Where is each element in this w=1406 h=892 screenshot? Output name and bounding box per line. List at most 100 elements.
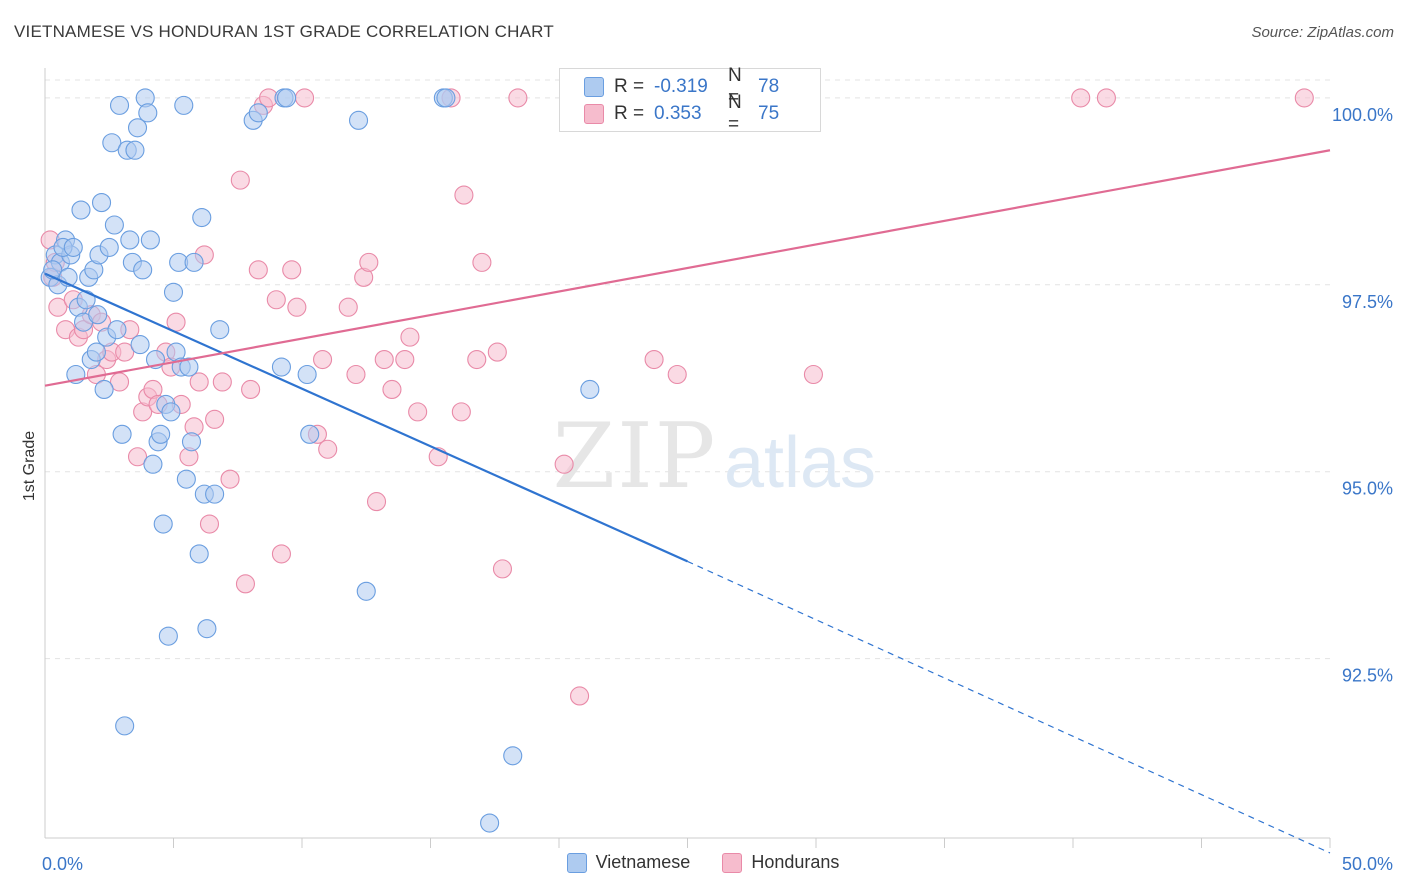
series-swatch-vietnamese (566, 852, 587, 873)
chart-title: VIETNAMESE VS HONDURAN 1ST GRADE CORRELA… (14, 22, 554, 41)
data-point (133, 260, 153, 280)
legend-r-value: -0.319 (654, 76, 708, 97)
data-point (451, 402, 471, 422)
y-axis-label: 1st Grade (21, 430, 38, 502)
series-label-hondurans: Hondurans (751, 852, 840, 872)
data-point (338, 297, 358, 317)
data-point (189, 544, 209, 564)
data-point (492, 559, 513, 579)
data-point (189, 372, 209, 392)
data-point (580, 379, 600, 400)
data-point (179, 357, 199, 377)
hondurans-points (40, 88, 1314, 706)
data-point (297, 364, 317, 385)
data-point (1071, 88, 1091, 108)
data-point (71, 200, 91, 220)
data-point (318, 439, 338, 459)
data-point (86, 342, 106, 362)
trend-line (44, 272, 688, 563)
data-point (197, 619, 217, 639)
series-swatch-hondurans (722, 852, 743, 873)
data-point (436, 88, 456, 108)
y-tick-label: 97.5% (1342, 292, 1393, 312)
data-point (248, 260, 268, 280)
series-legend-vietnamese: Vietnamese (566, 852, 691, 873)
source-label: Source: ZipAtlas.com (1251, 24, 1394, 41)
data-point (102, 133, 122, 153)
x-tick-label: 50.0% (1342, 854, 1393, 874)
data-point (356, 581, 376, 601)
watermark-atlas: atlas (724, 423, 876, 503)
data-point (487, 342, 507, 362)
data-point (76, 290, 96, 310)
data-point (104, 215, 124, 235)
data-point (176, 469, 196, 489)
data-point (346, 364, 366, 385)
series-legend: Vietnamese Hondurans (0, 852, 1406, 873)
data-point (570, 686, 590, 706)
trend-line (44, 149, 1331, 387)
tick-labels: 100.0% 97.5% 95.0% 92.5% 0.0% 50.0% (42, 105, 1393, 874)
legend-row-vietnamese: R = -0.319 N = 78 (584, 65, 779, 108)
watermark: ZIP atlas (553, 404, 876, 509)
series-label-vietnamese: Vietnamese (595, 852, 691, 872)
data-point (127, 118, 148, 138)
data-point (554, 454, 574, 474)
series-legend-hondurans: Hondurans (722, 852, 839, 873)
data-point (161, 402, 181, 422)
data-point (158, 626, 178, 646)
data-point (472, 252, 492, 272)
data-point (230, 170, 250, 190)
data-point (143, 454, 163, 474)
data-point (181, 432, 202, 452)
data-point (241, 379, 261, 400)
data-point (508, 88, 528, 108)
data-point (803, 364, 823, 385)
legend-r-label: R = (614, 76, 645, 97)
data-point (151, 424, 171, 444)
data-point (313, 350, 333, 370)
data-point (109, 95, 130, 115)
data-point (467, 350, 487, 370)
data-point (480, 813, 500, 833)
legend-n-label: N = (728, 92, 742, 135)
data-point (667, 364, 687, 385)
vietnamese-points (40, 88, 600, 833)
data-point (395, 350, 415, 370)
y-tick-label: 100.0% (1332, 105, 1393, 125)
trend-lines (44, 149, 1331, 854)
data-point (277, 88, 297, 108)
data-point (212, 372, 232, 392)
data-point (63, 237, 83, 257)
data-point (1294, 88, 1314, 108)
data-point (112, 424, 132, 444)
data-point (99, 237, 119, 257)
data-point (374, 350, 394, 370)
data-point (408, 402, 428, 422)
data-point (295, 88, 315, 108)
data-point (359, 252, 379, 272)
data-point (199, 514, 220, 534)
data-point (184, 252, 204, 272)
y-tick-label: 95.0% (1342, 479, 1393, 499)
data-point (348, 110, 369, 130)
data-point (205, 409, 225, 429)
data-point (153, 514, 173, 534)
data-point (115, 342, 135, 362)
legend-swatch-hondurans (584, 104, 604, 124)
axes (44, 68, 1331, 848)
data-point (120, 230, 140, 250)
legend-n-value: 75 (758, 103, 780, 124)
data-point (125, 140, 145, 160)
data-point (174, 95, 194, 115)
data-point (300, 424, 320, 444)
legend-swatch-vietnamese (584, 77, 604, 97)
data-point (400, 327, 420, 347)
data-point (382, 379, 402, 400)
legend-row-hondurans: R = 0.353 N = 75 (584, 92, 780, 135)
data-point (235, 574, 256, 594)
data-point (192, 207, 212, 228)
legend-n-label: N = (728, 65, 742, 108)
data-point (48, 297, 68, 317)
